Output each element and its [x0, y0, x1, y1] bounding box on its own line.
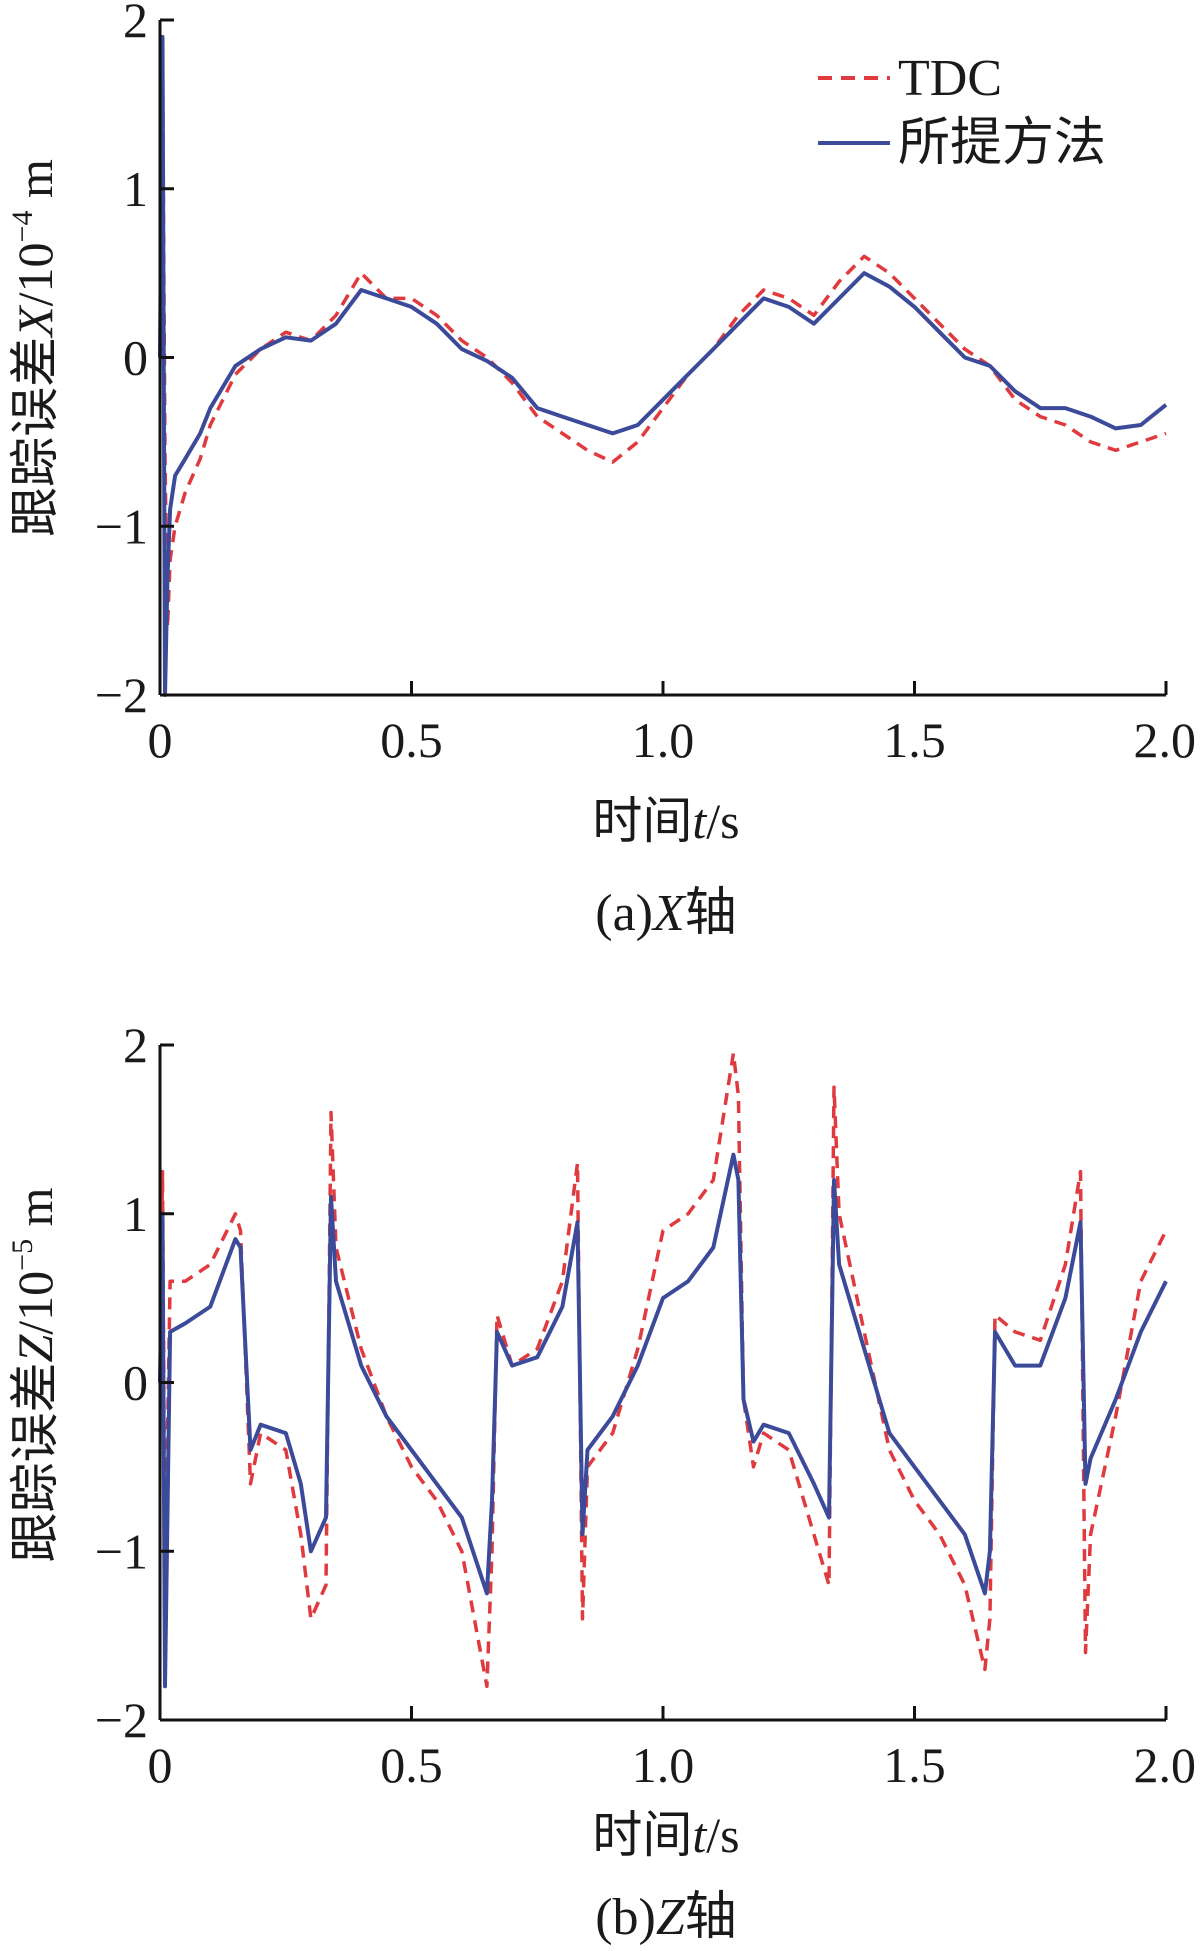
plot-a-ylabel-var: X [7, 304, 63, 339]
plot-a-ytick-label: −1 [95, 498, 148, 554]
plot-b-xtick-label: 0 [148, 1737, 173, 1793]
plot-b-xtick-label: 0.5 [380, 1737, 443, 1793]
plot-b-caption-suffix: 轴 [685, 1889, 737, 1946]
legend-proposed-label: 所提方法 [898, 115, 1106, 172]
plot-b-ytick-label: −1 [95, 1523, 148, 1579]
plot-a-ylabel-prefix: 跟踪误差 [7, 337, 63, 537]
plot-a-ylabel-unit-exp: −4 [6, 211, 39, 243]
plot-b-caption-letter: Z [656, 1889, 686, 1946]
plot-a-xtick-label: 1.5 [883, 712, 946, 768]
plot-a-caption-prefix: (a) [595, 885, 653, 942]
plot-a-ytick-label: 0 [123, 330, 148, 386]
plot-b-caption-prefix: (b) [595, 1889, 656, 1946]
plot-b-xlabel-prefix: 时间 [592, 1807, 692, 1863]
plot-a-axes: −2 −1 0 1 2 0 0.5 1.0 1.5 2.0 [95, 0, 1196, 768]
legend: TDC 所提方法 [818, 50, 1106, 172]
plot-b-axes: −2 −1 0 1 2 0 0.5 1.0 1.5 2.0 [95, 1017, 1196, 1793]
plot-b-ytick-label: −2 [95, 1692, 148, 1748]
plot-a-xlabel-prefix: 时间 [592, 793, 692, 849]
plot-b-xtick-label: 2.0 [1134, 1737, 1197, 1793]
plot-a-ytick-label: −2 [95, 667, 148, 723]
plot-a-series [158, 34, 1168, 697]
plot-b-ylabel: 跟踪误差Z/10−5 m [6, 1187, 63, 1562]
plot-a-ytick-label: 2 [123, 0, 148, 48]
plot-a-ylabel-unit-base: /10 [7, 242, 63, 306]
plot-b-ytick-label: 2 [123, 1017, 148, 1073]
plot-b-ylabel-var: Z [7, 1334, 63, 1363]
plot-b-ylabel-prefix: 跟踪误差 [7, 1363, 63, 1563]
plot-b-ytick-label: 1 [123, 1186, 148, 1242]
plot-b-series [158, 1051, 1168, 1689]
plot-b-xlabel: 时间t/s [592, 1807, 739, 1863]
plot-b-xtick-label: 1.5 [883, 1737, 946, 1793]
plot-a-caption-suffix: 轴 [685, 885, 737, 942]
plot-a-xtick-label: 0.5 [380, 712, 443, 768]
plot-a-caption: (a)X轴 [595, 885, 737, 942]
plot-b-xlabel-var: t [692, 1807, 707, 1863]
plot-a-xtick-label: 0 [148, 712, 173, 768]
plot-b-ylabel-unit-base: /10 [7, 1271, 63, 1335]
plot-b-caption: (b)Z轴 [595, 1889, 737, 1946]
plot-a-series-tdc-line [158, 43, 1167, 630]
legend-tdc-label: TDC [898, 50, 1002, 107]
plot-a-ylabel: 跟踪误差X/10−4 m [6, 159, 63, 537]
plot-a-xlabel: 时间t/s [592, 793, 739, 849]
plot-b-ytick-label: 0 [123, 1355, 148, 1411]
plot-b-ylabel-unit-suffix: m [7, 1187, 63, 1239]
plot-a-caption-letter: X [651, 885, 687, 942]
plot-a-xlabel-var: t [692, 793, 707, 849]
plot-b-xlabel-unit: /s [706, 1807, 739, 1863]
plot-b-series-tdc-line [158, 1051, 1168, 1689]
plot-a-ytick-label: 1 [123, 161, 148, 217]
plot-a-xtick-label: 2.0 [1134, 712, 1197, 768]
plot-b-ylabel-unit-exp: −5 [6, 1239, 39, 1271]
plot-a-series-proposed-line [158, 34, 1168, 697]
plot-a-xlabel-unit: /s [706, 793, 739, 849]
plot-a-xtick-label: 1.0 [632, 712, 695, 768]
plot-a-ylabel-unit-suffix: m [7, 159, 63, 211]
plot-b-xtick-label: 1.0 [632, 1737, 695, 1793]
plot-b-series-proposed-line [158, 1152, 1168, 1689]
